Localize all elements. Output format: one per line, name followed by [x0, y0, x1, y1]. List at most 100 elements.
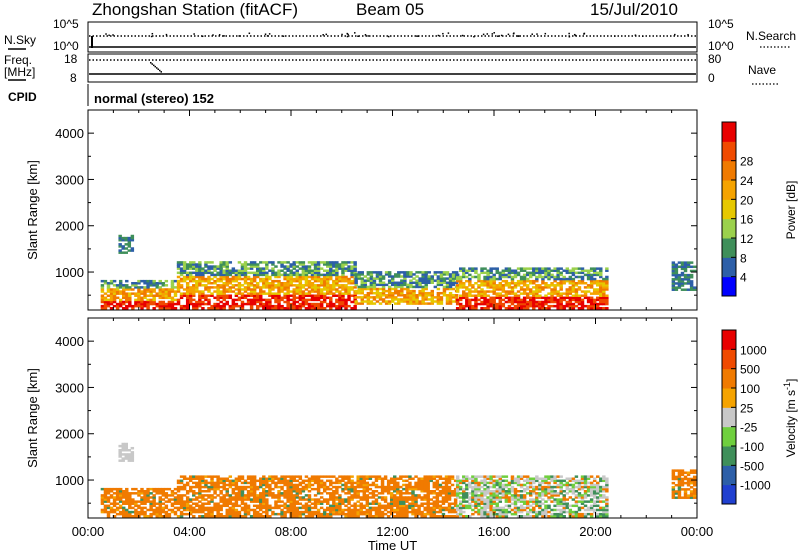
echo-cell: [247, 490, 250, 492]
echo-cell: [462, 290, 465, 292]
echo-cell: [159, 280, 162, 282]
echo-cell: [323, 307, 326, 309]
echo-cell: [302, 505, 305, 507]
echo-cell: [338, 475, 341, 477]
echo-cell: [329, 297, 332, 299]
echo-cell: [394, 273, 397, 275]
echo-cell: [388, 286, 391, 288]
echo-cell: [329, 505, 332, 507]
echo-cell: [302, 261, 305, 263]
echo-cell: [192, 486, 195, 488]
echo-cell: [152, 307, 155, 309]
echo-cell: [244, 286, 247, 288]
echo-cell: [235, 492, 238, 494]
echo-cell: [535, 276, 538, 278]
echo-cell: [259, 286, 262, 288]
echo-cell: [566, 267, 569, 269]
echo-cell: [152, 294, 155, 296]
echo-cell: [596, 496, 599, 498]
colorbar-segment: [722, 199, 736, 219]
echo-cell: [456, 307, 459, 309]
echo-cell: [344, 498, 347, 500]
echo-cell: [149, 299, 152, 301]
echo-cell: [344, 492, 347, 494]
echo-cell: [296, 484, 299, 486]
echo-cell: [523, 267, 526, 269]
echo-cell: [232, 496, 235, 498]
echo-cell: [338, 480, 341, 482]
echo-cell: [192, 475, 195, 477]
echo-cell: [372, 507, 375, 509]
echo-cell: [253, 475, 256, 477]
echo-cell: [434, 271, 437, 273]
echo-cell: [277, 261, 280, 263]
echo-cell: [180, 284, 183, 286]
echo-cell: [471, 294, 474, 296]
echo-cell: [505, 274, 508, 276]
echo-cell: [274, 513, 277, 515]
echo-cell: [462, 505, 465, 507]
echo-cell: [474, 475, 477, 477]
freq-left-tick-bottom: 8: [70, 71, 77, 85]
echo-cell: [599, 280, 602, 282]
echo-cell: [523, 494, 526, 496]
echo-cell: [250, 515, 253, 517]
echo-cell: [587, 290, 590, 292]
echo-cell: [681, 272, 684, 274]
echo-cell: [590, 267, 593, 269]
echo-cell: [131, 511, 134, 513]
freq-right-label: Nave: [748, 63, 776, 77]
echo-cell: [113, 284, 116, 286]
echo-cell: [547, 511, 550, 513]
echo-cell: [584, 282, 587, 284]
echo-cell: [363, 511, 366, 513]
echo-cell: [532, 290, 535, 292]
echo-cell: [107, 294, 110, 296]
echo-cell: [283, 490, 286, 492]
noise-dot: [112, 34, 114, 36]
echo-cell: [414, 475, 417, 477]
echo-cell: [406, 284, 409, 286]
echo-cell: [265, 292, 268, 294]
echo-cell: [538, 301, 541, 303]
echo-cell: [165, 505, 168, 507]
echo-cell: [229, 494, 232, 496]
echo-cell: [520, 292, 523, 294]
echo-cell: [308, 505, 311, 507]
echo-cell: [308, 280, 311, 282]
echo-cell: [350, 301, 353, 303]
echo-cell: [471, 475, 474, 477]
echo-cell: [553, 498, 556, 500]
echo-cell: [402, 475, 405, 477]
echo-cell: [520, 286, 523, 288]
echo-cell: [514, 477, 517, 479]
echo-cell: [131, 492, 134, 494]
echo-cell: [317, 498, 320, 500]
echo-cell: [541, 286, 544, 288]
echo-cell: [122, 490, 125, 492]
echo-cell: [572, 511, 575, 513]
echo-cell: [180, 475, 183, 477]
echo-cell: [253, 272, 256, 274]
echo-cell: [149, 288, 152, 290]
echo-cell: [462, 511, 465, 513]
echo-cell: [370, 300, 373, 302]
echo-cell: [180, 278, 183, 280]
echo-cell: [293, 278, 296, 280]
echo-cell: [446, 271, 449, 273]
echo-cell: [174, 290, 177, 292]
echo-cell: [433, 475, 436, 477]
colorbar-segment: [722, 141, 736, 161]
echo-cell: [593, 500, 596, 502]
echo-cell: [486, 475, 489, 477]
echo-cell: [180, 480, 183, 482]
echo-cell: [241, 475, 244, 477]
echo-cell: [198, 505, 201, 507]
echo-cell: [511, 509, 514, 511]
echo-cell: [541, 486, 544, 488]
echo-cell: [690, 261, 693, 263]
echo-cell: [360, 490, 363, 492]
echo-cell: [350, 294, 353, 296]
echo-cell: [118, 249, 121, 251]
echo-cell: [550, 509, 553, 511]
